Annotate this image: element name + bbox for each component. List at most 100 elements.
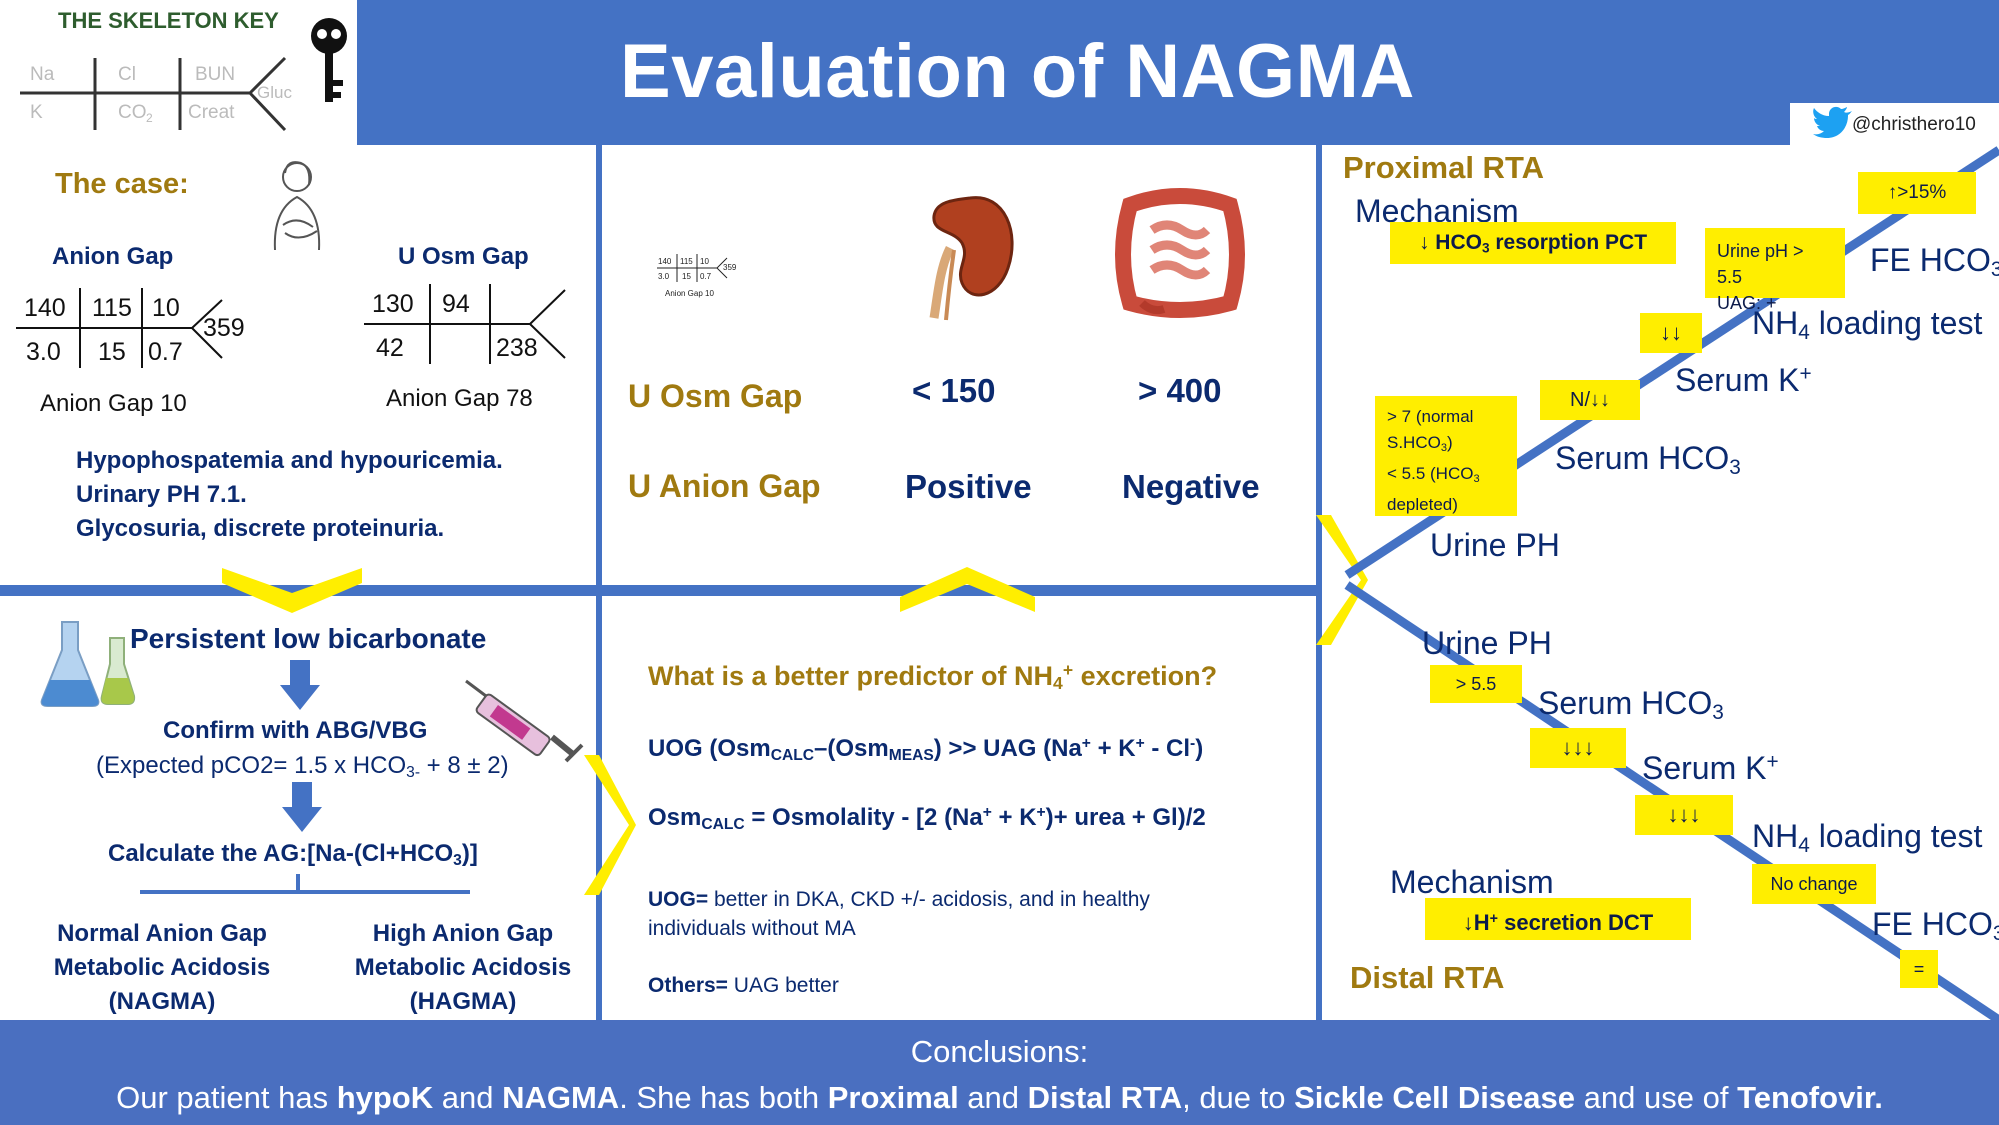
flow-step-2-sub-index: 3- bbox=[406, 763, 421, 781]
prox-nh4-text: NH bbox=[1752, 305, 1799, 341]
predictor-note-1-text: better in DKA, CKD +/- acidosis, and in … bbox=[648, 888, 1150, 940]
distal-serum-hco3: Serum HCO3 bbox=[1538, 685, 1724, 725]
predictor-note-2-text: UAG better bbox=[727, 974, 839, 997]
prox-mech-index: 3 bbox=[1481, 240, 1490, 256]
osm-formula-start: Osm bbox=[648, 804, 702, 831]
prox-fe-index: 3 bbox=[1990, 258, 1999, 282]
mini-skeleton-diagram: 140 115 10 359 3.0 15 0.7 Anion Gap 10 bbox=[657, 254, 737, 298]
conclusion-part: and use of bbox=[1575, 1080, 1738, 1115]
uosm-a: 130 bbox=[372, 290, 414, 318]
dist-mech-text: ↓H bbox=[1462, 910, 1490, 936]
dist-serum-hco3-text: Serum HCO bbox=[1538, 685, 1713, 721]
twitter-handle[interactable]: @christhero10 bbox=[1790, 103, 1999, 145]
osm-formula: OsmCALC = Osmolality - [2 (Na+ + K+)+ ur… bbox=[648, 804, 1206, 834]
ag-na: 140 bbox=[24, 294, 66, 322]
distal-nh4-box: No change bbox=[1752, 864, 1876, 904]
flask-icon bbox=[40, 621, 136, 707]
dist-fe-index: 3 bbox=[1992, 922, 1999, 946]
distal-urine-ph: Urine PH bbox=[1422, 625, 1552, 661]
distal-k-box: ↓↓↓ bbox=[1635, 795, 1733, 835]
flow-step-1: Persistent low bicarbonate bbox=[130, 623, 487, 654]
ag-k: 3.0 bbox=[26, 338, 61, 366]
conclusion-part-bold: Tenofovir. bbox=[1737, 1080, 1883, 1115]
uosm-b: 94 bbox=[442, 290, 470, 318]
twitter-handle-text: @christhero10 bbox=[1852, 114, 1976, 135]
prox-nh4-index: 4 bbox=[1798, 321, 1810, 345]
uag-label: U Anion Gap bbox=[628, 468, 821, 504]
prox-ph-line-2-text: S.HCO bbox=[1387, 433, 1441, 452]
divider-vertical-right bbox=[1316, 145, 1322, 1020]
dist-serum-hco3-index: 3 bbox=[1712, 701, 1724, 725]
chevron-right-icon bbox=[584, 755, 636, 895]
prox-mech-text: ↓ HCO bbox=[1418, 231, 1482, 254]
logo-na: Na bbox=[30, 64, 55, 85]
dist-serum-k-text: Serum K bbox=[1642, 750, 1767, 786]
dist-fe-text: FE HCO bbox=[1872, 906, 1993, 942]
uosm-skeleton-diagram: 130 94 42 238 bbox=[364, 284, 566, 364]
mini-na: 140 bbox=[658, 257, 672, 266]
uog-formula-close: ) bbox=[1195, 735, 1204, 762]
ag-co2: 15 bbox=[98, 338, 126, 366]
dist-nh4-text: NH bbox=[1752, 818, 1799, 854]
arrow-down-icon-1 bbox=[280, 660, 320, 710]
dist-nh4-end: loading test bbox=[1809, 818, 1983, 854]
flow-step-2: Confirm with ABG/VBG bbox=[163, 717, 428, 744]
proximal-urine-ph: Urine PH bbox=[1430, 527, 1560, 563]
prox-nh4-line-1: Urine pH > 5.5 bbox=[1717, 241, 1804, 287]
predictor-question-text: What is a better predictor of NH bbox=[648, 660, 1054, 691]
flow-step-2-sub: (Expected pCO2= 1.5 x HCO3- + 8 ± 2) bbox=[96, 752, 509, 782]
proximal-ph-box: > 7 (normal S.HCO3) < 5.5 (HCO3 depleted… bbox=[1375, 396, 1517, 516]
ag-heading: Anion Gap bbox=[52, 243, 174, 270]
prox-serum-k-sup: + bbox=[1799, 362, 1812, 386]
logo-k: K bbox=[30, 102, 43, 123]
ag-creat: 0.7 bbox=[148, 338, 183, 366]
proximal-fe-hco3: FE HCO3 bbox=[1870, 242, 1999, 282]
ag-caption: Anion Gap 10 bbox=[40, 390, 187, 417]
conclusion-part-bold: Proximal bbox=[827, 1080, 959, 1115]
conclusion-part-bold: NAGMA bbox=[502, 1080, 620, 1115]
predictor-note-1: UOG= better in DKA, CKD +/- acidosis, an… bbox=[648, 885, 1208, 943]
case-heading: The case: bbox=[55, 168, 189, 200]
conclusions-heading: Conclusions: bbox=[910, 1034, 1089, 1069]
header-bar bbox=[357, 0, 1999, 145]
uosm-caption: Anion Gap 78 bbox=[386, 385, 533, 412]
predictor-note-2-label: Others= bbox=[648, 974, 728, 997]
predictor-question: What is a better predictor of NH4+ excre… bbox=[648, 660, 1217, 694]
conclusion-part-bold: Distal RTA bbox=[1027, 1080, 1183, 1115]
logo-co2-sub: 2 bbox=[146, 111, 153, 125]
prox-nh4-line-2: UAG: + bbox=[1717, 293, 1777, 313]
hagma-outcome: High Anion Gap Metabolic Acidosis (HAGMA… bbox=[334, 917, 592, 1019]
mini-bun: 10 bbox=[700, 257, 709, 266]
ag-bun: 10 bbox=[152, 294, 180, 322]
intestine-icon bbox=[1115, 188, 1245, 318]
predictor-question-sup: + bbox=[1062, 660, 1074, 680]
osm-formula-mid: = Osmolality - [2 (Na bbox=[744, 804, 983, 831]
distal-serum-k: Serum K+ bbox=[1642, 750, 1779, 787]
twitter-bird-icon bbox=[1813, 106, 1852, 138]
mini-co2: 15 bbox=[682, 272, 691, 281]
proximal-hco3-box: N/↓↓ bbox=[1540, 380, 1640, 420]
mini-caption: Anion Gap 10 bbox=[665, 289, 714, 298]
distal-mechanism-box: ↓H+ secretion DCT bbox=[1425, 898, 1691, 940]
prox-ph-line-2-end: ) bbox=[1447, 433, 1453, 452]
prox-ph-line-3: < 5.5 (HCO3 bbox=[1387, 461, 1505, 492]
prox-ph-line-1: > 7 (normal bbox=[1387, 407, 1474, 426]
distal-hco3-box: ↓↓↓ bbox=[1530, 728, 1626, 768]
conclusion-part: , due to bbox=[1182, 1080, 1295, 1115]
prox-ph-line-3-index: 3 bbox=[1473, 472, 1480, 485]
uog-sup-k: + bbox=[1135, 735, 1145, 753]
uog-formula-start: UOG (Osm bbox=[648, 735, 771, 762]
hagma-line-2: Metabolic Acidosis bbox=[354, 954, 572, 981]
prox-serum-hco3-index: 3 bbox=[1729, 456, 1741, 480]
osm-sup-na: + bbox=[982, 804, 992, 822]
gut-uosm-value: > 400 bbox=[1138, 372, 1222, 409]
prox-fe-text: FE HCO bbox=[1870, 242, 1991, 278]
mini-k: 3.0 bbox=[658, 272, 670, 281]
conclusion-part-bold: Sickle Cell Disease bbox=[1294, 1080, 1576, 1115]
flow-step-3-text: Calculate the AG:[Na-(Cl+HCO bbox=[108, 840, 454, 867]
logo-gluc: Gluc bbox=[257, 83, 292, 102]
prox-ph-line-2: S.HCO3) bbox=[1387, 430, 1505, 461]
page-title: Evaluation of NAGMA bbox=[620, 29, 1415, 114]
logo-title: THE SKELETON KEY bbox=[58, 8, 279, 33]
ag-skeleton-diagram: 140 115 10 359 3.0 15 0.7 bbox=[16, 288, 245, 368]
